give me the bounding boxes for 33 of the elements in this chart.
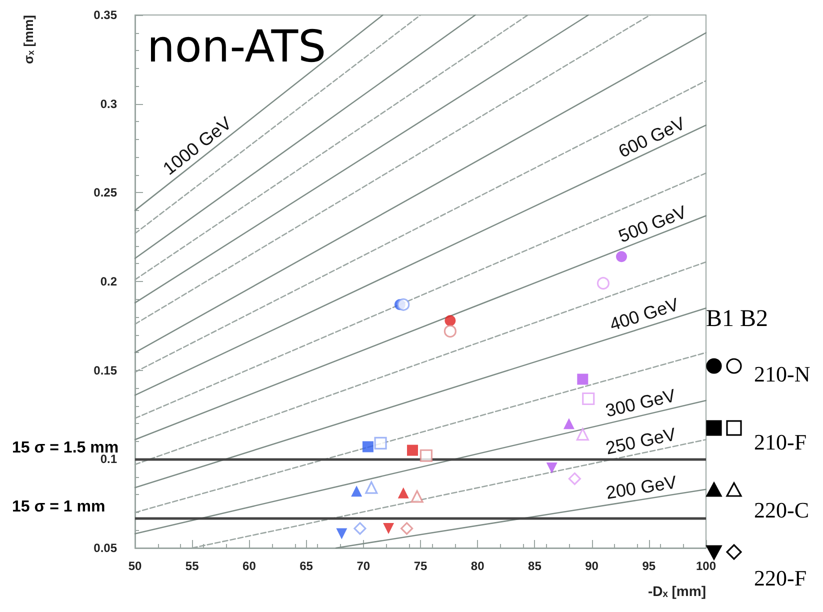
annotation: 250 GeV xyxy=(604,424,678,458)
text: 210-F xyxy=(754,430,807,454)
y-tick-label: 0.25 xyxy=(94,186,118,200)
legend-title: B1 B2 xyxy=(706,306,768,333)
annotation: 300 GeV xyxy=(604,385,678,421)
y-tick-label: 0.3 xyxy=(100,96,118,111)
y-tick-label: 0.05 xyxy=(94,541,118,555)
x-tick-label: 70 xyxy=(356,559,370,573)
x-tick-label: 90 xyxy=(585,559,599,573)
text: 220-F xyxy=(754,566,807,590)
x-tick-label: 60 xyxy=(242,559,256,573)
annotation: 15 σ = 1 mm xyxy=(12,498,106,516)
text: 220-C xyxy=(754,498,809,522)
y-axis-title: σₓ [mm] xyxy=(21,15,36,64)
y-tick-label: 0.2 xyxy=(100,274,118,288)
x-tick-label: 65 xyxy=(300,559,314,573)
x-tick-label: 55 xyxy=(185,559,200,573)
y-tick-label: 0.15 xyxy=(94,363,118,378)
x-tick-label: 95 xyxy=(642,559,656,573)
x-tick-label: 85 xyxy=(528,559,542,573)
annotation: 500 GeV xyxy=(616,202,690,246)
x-axis-title: -Dₓ [mm] xyxy=(648,583,706,599)
y-tick-label: 0.35 xyxy=(94,8,118,22)
x-tick-label: 75 xyxy=(414,559,428,573)
x-tick-label: 80 xyxy=(470,559,485,573)
annotation: 400 GeV xyxy=(607,294,682,335)
annotation: 600 GeV xyxy=(615,113,688,162)
x-tick-label: 100 xyxy=(696,559,716,573)
y-tick-label: 0.1 xyxy=(100,452,118,466)
chart-title: non-ATS xyxy=(147,22,326,72)
x-tick-label: 50 xyxy=(128,559,142,573)
annotation: 200 GeV xyxy=(604,472,678,503)
text: 210-N xyxy=(754,362,810,386)
